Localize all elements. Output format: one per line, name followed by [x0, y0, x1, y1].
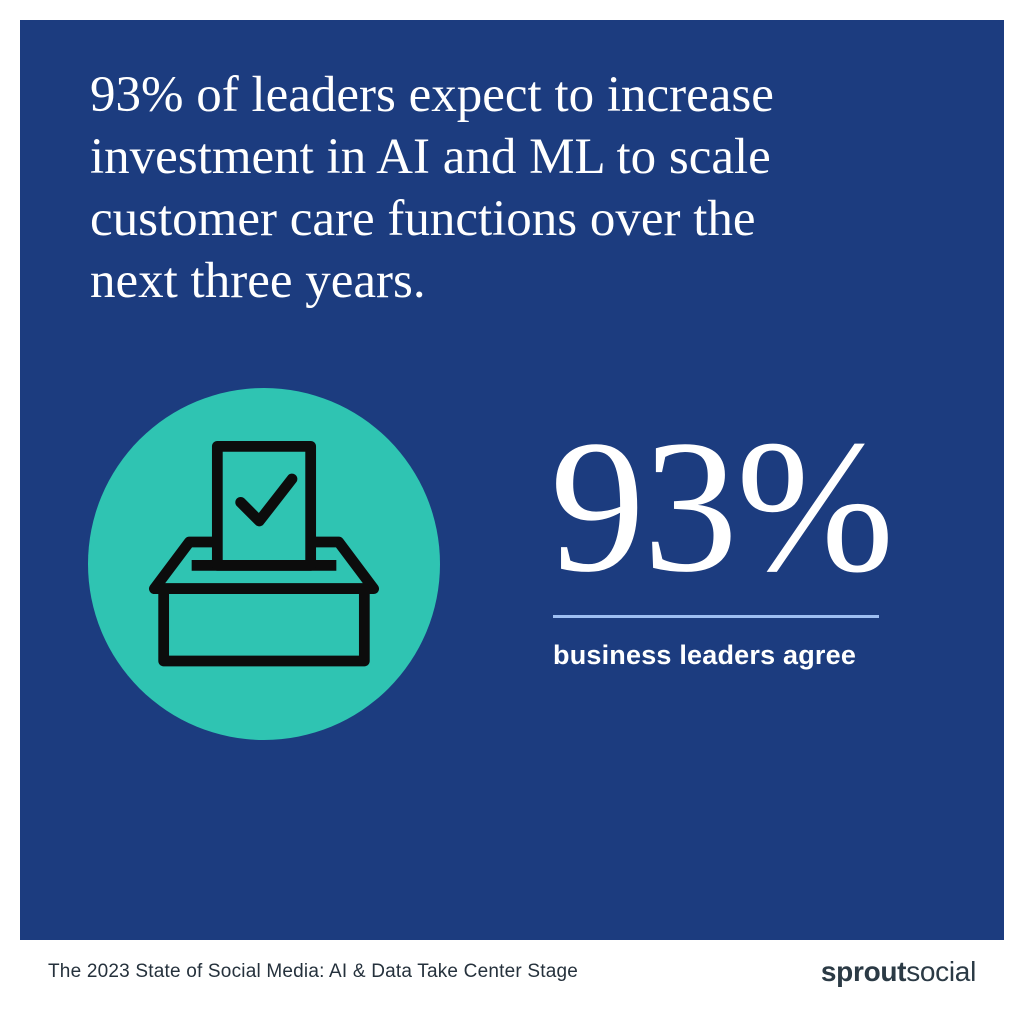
headline-line: next three years.	[90, 253, 426, 309]
footer-source-text: The 2023 State of Social Media: AI & Dat…	[48, 961, 579, 982]
main-panel: 93% of leaders expect to increase invest…	[20, 20, 1004, 940]
sprout-social-logo: sproutsocial	[821, 956, 976, 988]
teal-circle	[88, 388, 440, 740]
footer: The 2023 State of Social Media: AI & Dat…	[20, 940, 1004, 1004]
headline-line: 93% of leaders expect to increase	[90, 67, 774, 123]
checkmark-icon	[235, 473, 298, 527]
stat-divider	[553, 615, 879, 618]
ballot-box-icon	[148, 440, 380, 667]
headline-line: investment in AI and ML to scale	[90, 129, 771, 185]
stat-label: business leaders agree	[553, 640, 857, 670]
headline-line: customer care functions over the	[90, 191, 756, 247]
logo-social: social	[906, 956, 976, 987]
logo-sprout: sprout	[820, 956, 907, 987]
ballot-box-body	[158, 583, 370, 667]
headline: 93% of leaders expect to increase invest…	[90, 64, 970, 312]
ballot-paper	[211, 440, 317, 571]
stat-value: 93%	[550, 402, 894, 612]
